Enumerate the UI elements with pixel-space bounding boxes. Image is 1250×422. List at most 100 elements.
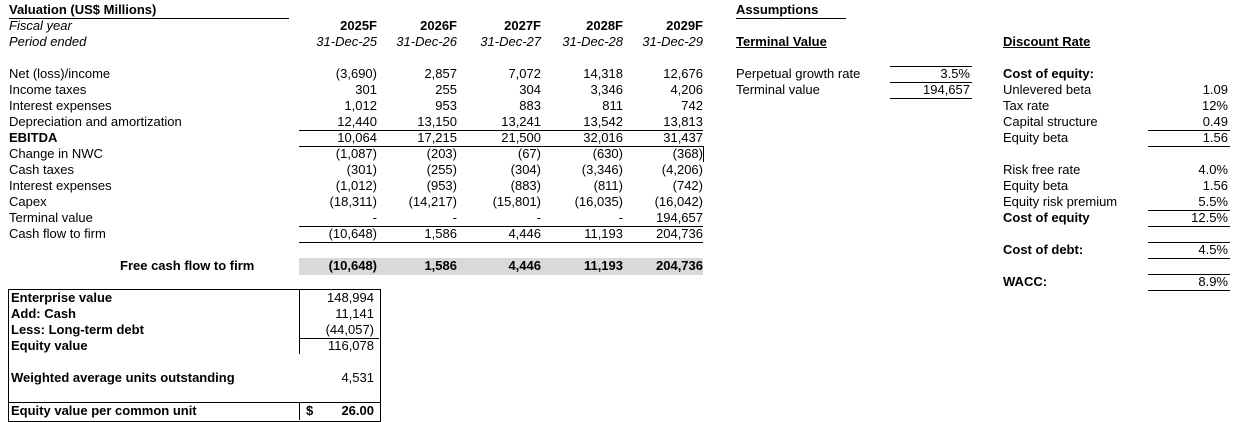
table-cell: (16,042) [654, 194, 703, 209]
table-cell: (18,311) [329, 194, 377, 209]
table-cell: 4,446 [508, 226, 541, 241]
unlevered-beta-value: 1.09 [1202, 82, 1228, 97]
table-cell: (368) [672, 146, 703, 161]
less-debt-label: Less: Long-term debt [11, 322, 144, 337]
table-cell: - [452, 210, 457, 225]
table-cell: (630) [592, 146, 623, 161]
table-cell: - [372, 210, 377, 225]
table-cell: 4,206 [670, 82, 703, 97]
year-header: 2028F [586, 18, 623, 33]
table-cell: 31,437 [663, 130, 703, 145]
table-cell: (4,206) [661, 162, 703, 177]
table-cell: 14,318 [583, 66, 623, 81]
row-label-interest-expenses: Interest expenses [9, 98, 112, 113]
row-label-change-nwc: Change in NWC [9, 146, 103, 161]
period-header: 31-Dec-25 [316, 34, 377, 49]
cost-of-equity-value: 12.5% [1191, 210, 1228, 225]
table-cell: 13,813 [663, 114, 703, 129]
equity-value-label: Equity value [11, 338, 88, 353]
table-cell: (742) [672, 178, 703, 193]
table-cell: (14,217) [408, 194, 457, 209]
add-cash-label: Add: Cash [11, 306, 76, 321]
equity-value: 116,078 [327, 338, 374, 353]
risk-free-value: 4.0% [1198, 162, 1228, 177]
units-label: Weighted average units outstanding [11, 370, 235, 385]
table-cell: (953) [426, 178, 457, 193]
table-cell: 17,215 [417, 130, 457, 145]
coe-header: Cost of equity: [1003, 66, 1094, 81]
table-cell: 304 [519, 82, 541, 97]
table-cell: 1,012 [344, 98, 377, 113]
table-cell: (67) [517, 146, 541, 161]
erp-label: Equity risk premium [1003, 194, 1118, 209]
fcf-value: 4,446 [508, 258, 541, 273]
year-header: 2025F [340, 18, 377, 33]
equity-beta-2-label: Equity beta [1003, 178, 1069, 193]
unlevered-beta-label: Unlevered beta [1003, 82, 1092, 97]
row-label-interest-expenses-2: Interest expenses [9, 178, 112, 193]
table-cell: 12,440 [337, 114, 377, 129]
table-cell: (255) [426, 162, 457, 177]
table-cell: (811) [593, 178, 623, 193]
per-unit-currency: $ [306, 403, 314, 418]
tax-rate-value: 12% [1201, 98, 1228, 113]
equity-beta-value: 1.56 [1202, 130, 1228, 145]
row-label-depreciation: Depreciation and amortization [9, 114, 182, 129]
table-cell: (15,801) [492, 194, 541, 209]
cost-of-debt-value: 4.5% [1198, 242, 1228, 257]
fcf-value: 204,736 [656, 258, 703, 273]
table-cell: 301 [355, 82, 377, 97]
table-cell: 10,064 [337, 130, 377, 145]
per-unit-value: 26.00 [341, 403, 374, 418]
units-value: 4,531 [341, 370, 374, 385]
table-cell: 11,193 [584, 226, 623, 241]
enterprise-value: 148,994 [327, 290, 374, 305]
year-header: 2029F [666, 18, 703, 33]
growth-rate-value: 3.5% [940, 66, 970, 81]
table-cell: - [618, 210, 623, 225]
wacc-value: 8.9% [1198, 274, 1228, 289]
table-cell: 12,676 [663, 66, 703, 81]
cost-of-debt-label: Cost of debt: [1003, 242, 1084, 257]
table-cell: 811 [602, 98, 623, 113]
fcf-label: Free cash flow to firm [120, 258, 255, 273]
erp-value: 5.5% [1198, 194, 1228, 209]
cash-value: 11,141 [335, 306, 374, 321]
table-cell: 1,586 [424, 226, 457, 241]
table-cell: - [536, 210, 541, 225]
equity-beta-2-value: 1.56 [1202, 178, 1228, 193]
wacc-label: WACC: [1003, 274, 1048, 289]
valuation-title: Valuation (US$ Millions) [9, 2, 157, 17]
period-header: 31-Dec-26 [396, 34, 457, 49]
period-header: 31-Dec-29 [642, 34, 703, 49]
table-cell: 204,736 [656, 226, 703, 241]
table-cell: (304) [510, 162, 541, 177]
enterprise-value-label: Enterprise value [11, 290, 113, 305]
table-cell: (301) [346, 162, 377, 177]
table-cell: 3,346 [590, 82, 623, 97]
per-unit-label: Equity value per common unit [11, 403, 197, 418]
table-cell: 742 [681, 98, 703, 113]
table-cell: 32,016 [583, 130, 623, 145]
row-label-income-taxes: Income taxes [9, 82, 87, 97]
risk-free-label: Risk free rate [1003, 162, 1081, 177]
cost-of-equity-label: Cost of equity [1003, 210, 1090, 225]
capital-structure-label: Capital structure [1003, 114, 1098, 129]
table-cell: (16,035) [574, 194, 623, 209]
fiscal-year-label: Fiscal year [9, 18, 72, 33]
assumptions-title: Assumptions [736, 2, 819, 17]
discount-rate-title: Discount Rate [1003, 34, 1091, 49]
table-cell: (1,012) [335, 178, 377, 193]
period-header: 31-Dec-28 [562, 34, 623, 49]
table-cell: (3,690) [335, 66, 377, 81]
table-cell: (10,648) [328, 226, 377, 241]
row-label-terminal-value: Terminal value [9, 210, 93, 225]
capital-structure-value: 0.49 [1202, 114, 1228, 129]
terminal-value-value: 194,657 [923, 82, 970, 97]
fcf-value: 1,586 [424, 258, 457, 273]
year-header: 2027F [504, 18, 541, 33]
terminal-value-title: Terminal Value [736, 34, 827, 49]
period-header: 31-Dec-27 [480, 34, 541, 49]
debt-value: (44,057) [325, 322, 374, 337]
table-cell: 953 [435, 98, 457, 113]
